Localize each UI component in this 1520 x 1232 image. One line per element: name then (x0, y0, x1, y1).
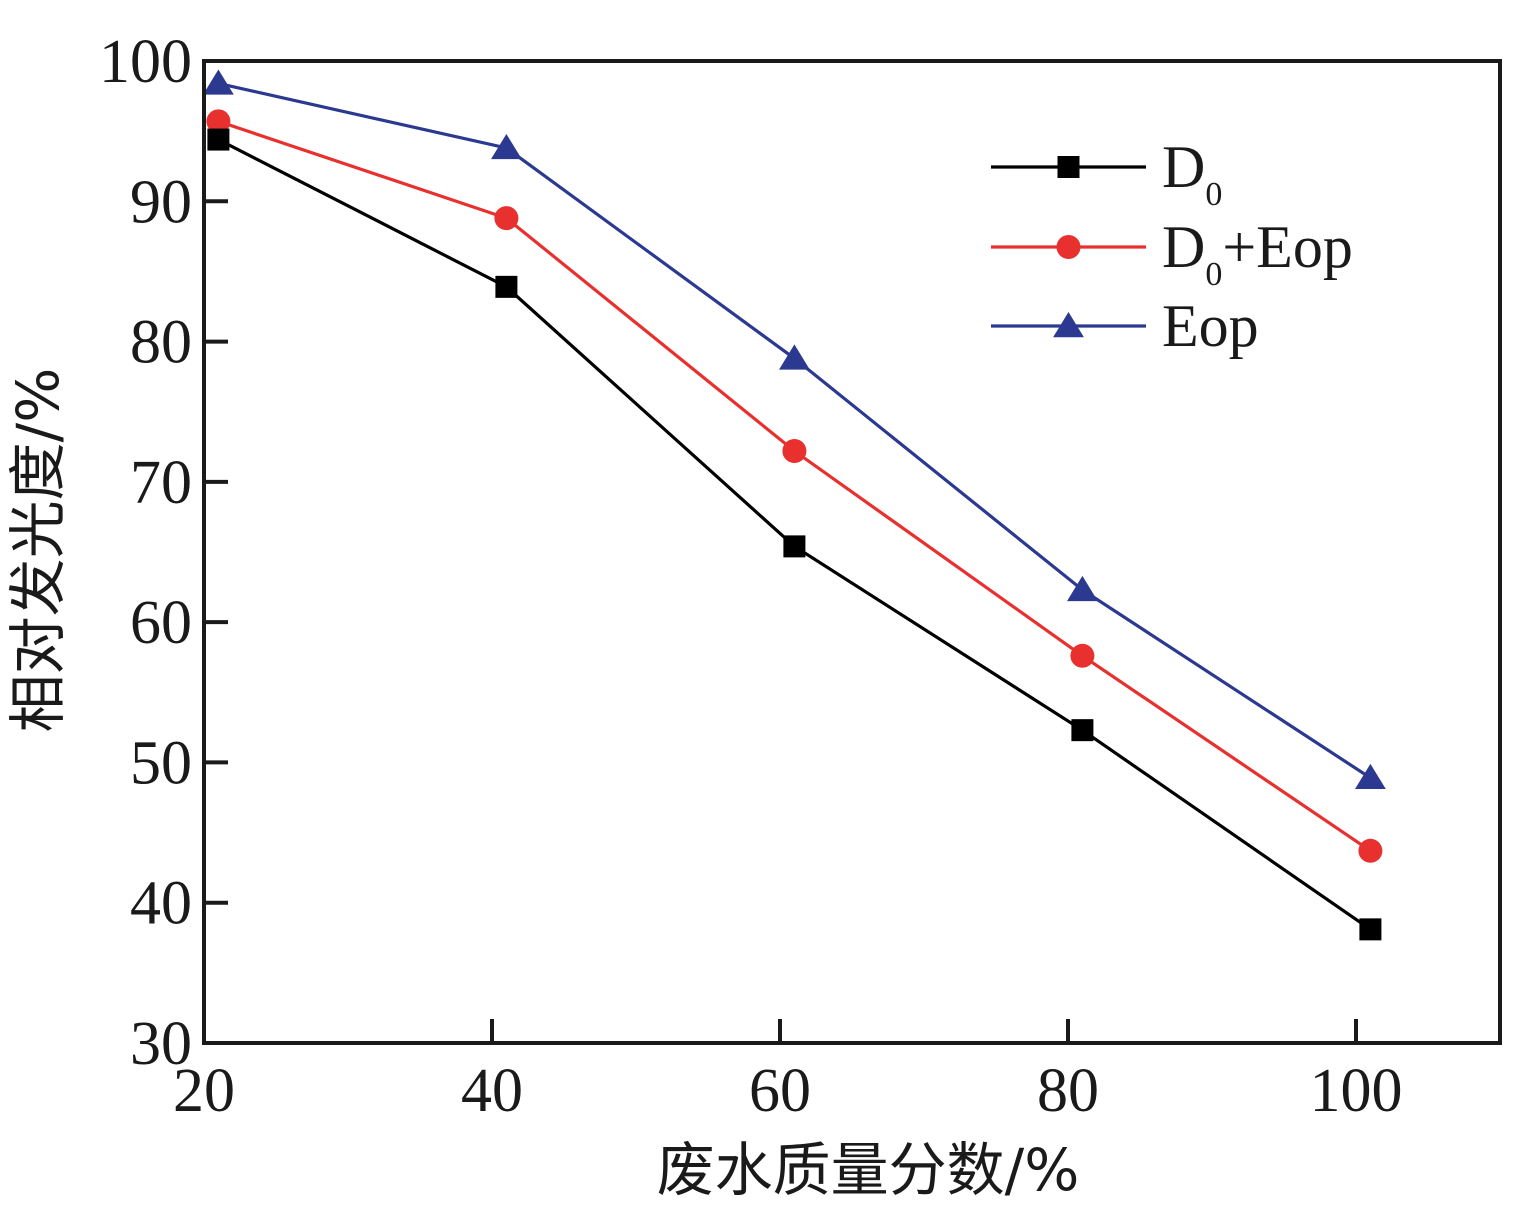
legend-label: D0+Eop (1162, 214, 1353, 293)
y-tick-label: 90 (130, 168, 192, 236)
data-point (206, 109, 231, 134)
x-tick-label: 40 (461, 1057, 523, 1125)
series-D0 (207, 128, 1382, 941)
data-point (494, 206, 519, 231)
data-point (203, 69, 234, 95)
plot-area (203, 69, 1386, 941)
y-tick-label: 50 (130, 729, 192, 797)
data-point (1359, 918, 1382, 941)
x-tick-label: 80 (1037, 1057, 1099, 1125)
x-tick-label: 60 (749, 1057, 811, 1125)
legend-marker (1057, 156, 1080, 178)
data-point (491, 133, 522, 160)
data-point (1067, 575, 1098, 602)
legend-label: Eop (1162, 293, 1259, 359)
data-point (495, 275, 518, 298)
legend-marker (1056, 235, 1081, 259)
y-tick-label: 80 (130, 309, 192, 377)
data-point (207, 128, 230, 151)
y-tick-label: 40 (130, 870, 192, 938)
series-Eop (203, 69, 1386, 790)
legend-item: D0 (991, 134, 1222, 213)
plot-frame (202, 59, 1502, 1045)
y-tick-label: 30 (130, 1010, 192, 1078)
x-tick-label: 20 (173, 1057, 235, 1125)
y-axis-title: 相对发光度/% (4, 368, 72, 733)
x-axis-title: 废水质量分数/% (657, 1136, 1080, 1204)
data-point (783, 535, 806, 558)
data-point (779, 344, 810, 370)
y-tick-label: 70 (130, 449, 192, 517)
y-tick-label: 100 (99, 28, 192, 96)
series-D0+Eop (206, 109, 1383, 863)
legend-item: D0+Eop (991, 214, 1353, 293)
data-point (1355, 763, 1386, 790)
x-tick-label: 100 (1310, 1057, 1403, 1125)
legend-marker (1053, 312, 1084, 338)
legend-item: Eop (991, 293, 1259, 359)
legend-label: D0 (1162, 134, 1222, 213)
data-point (782, 438, 807, 463)
y-tick-label: 60 (130, 589, 192, 657)
data-point (1358, 838, 1383, 863)
data-point (1070, 643, 1095, 668)
axes: 30 40 50 60 70 80 90 100 20 40 60 80 100 (99, 28, 1502, 1125)
data-point (1071, 719, 1094, 742)
